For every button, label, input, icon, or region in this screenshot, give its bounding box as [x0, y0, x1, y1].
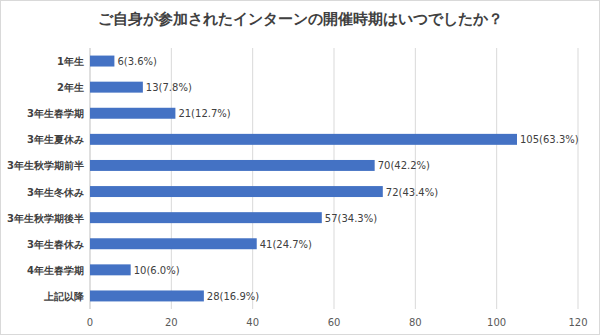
bar	[90, 82, 143, 93]
tick-label: 80	[409, 317, 422, 328]
category-label: 3年生夏休み	[27, 134, 84, 145]
category-label: 1年生	[57, 56, 84, 67]
bar	[90, 212, 322, 223]
data-label: 13(7.8%)	[146, 82, 192, 93]
tick-label: 20	[165, 317, 178, 328]
data-label: 72(43.4%)	[386, 187, 438, 198]
bar	[90, 56, 114, 67]
tick-label: 0	[87, 317, 93, 328]
grid-line	[578, 48, 579, 309]
data-label: 21(12.7%)	[178, 108, 230, 119]
bar	[90, 264, 131, 275]
category-label: 3年生秋学期後半	[7, 213, 84, 224]
bars	[90, 56, 517, 302]
bar	[90, 160, 375, 171]
grid-line	[334, 48, 335, 309]
tick-label: 40	[246, 317, 259, 328]
data-label: 6(3.6%)	[117, 56, 157, 67]
bar	[90, 186, 383, 197]
category-label: 3年生秋学期前半	[7, 160, 84, 171]
tick-label: 120	[568, 317, 587, 328]
tick-label: 60	[328, 317, 341, 328]
category-label: 3年生春学期	[27, 108, 84, 119]
chart: ご自身が参加されたインターンの開催時期はいつでしたか？ 0 20 40 60 80 100 1…	[0, 0, 600, 335]
grid-line	[496, 48, 497, 309]
category-label: 2年生	[57, 82, 84, 93]
category-label: 4年生春学期	[27, 265, 84, 276]
data-label: 10(6.0%)	[134, 265, 180, 276]
category-label: 上記以降	[43, 291, 85, 302]
data-label: 57(34.3%)	[325, 213, 377, 224]
grid-line	[415, 48, 416, 309]
category-label: 3年生冬休み	[27, 187, 84, 198]
bar	[90, 290, 204, 301]
data-label: 70(42.2%)	[378, 160, 430, 171]
title: ご自身が参加されたインターンの開催時期はいつでしたか？	[98, 10, 503, 28]
bar	[90, 238, 257, 249]
data-label: 41(24.7%)	[260, 239, 312, 250]
data-label: 105(63.3%)	[520, 134, 579, 145]
data-label: 28(16.9%)	[207, 291, 259, 302]
bar	[90, 134, 517, 145]
tick-label: 100	[487, 317, 506, 328]
category-label: 3年生春休み	[27, 239, 84, 250]
bar	[90, 108, 175, 119]
grid-line	[252, 48, 253, 309]
frame	[1, 1, 600, 335]
